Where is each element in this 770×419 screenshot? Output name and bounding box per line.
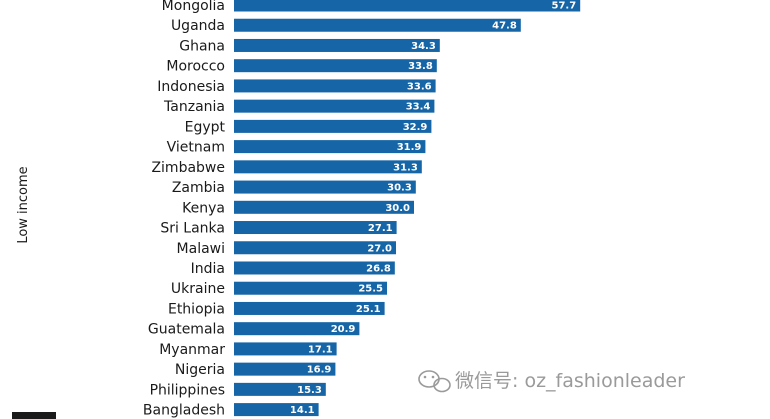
category-label-uganda: Uganda [171, 18, 225, 34]
value-label-guatemala: 20.9 [331, 324, 356, 335]
value-label-mongolia: 57.7 [552, 1, 577, 12]
bars-layer [234, 0, 581, 417]
category-label-ghana: Ghana [179, 38, 225, 54]
bar-bangladesh [234, 403, 319, 417]
category-label-zimbabwe: Zimbabwe [151, 160, 225, 176]
category-label-malawi: Malawi [177, 241, 225, 257]
bar-malawi [234, 241, 396, 255]
category-label-mongolia: Mongolia [162, 0, 225, 14]
value-label-ethiopia: 25.1 [356, 304, 381, 315]
bar-indonesia [234, 79, 436, 93]
bar-myanmar [234, 342, 337, 356]
value-label-zambia: 30.3 [387, 183, 412, 194]
value-label-kenya: 30.0 [385, 203, 410, 214]
bar-tanzania [234, 99, 435, 113]
value-label-uganda: 47.8 [492, 21, 517, 32]
bar-kenya [234, 200, 414, 214]
bar-ethiopia [234, 301, 385, 315]
category-label-zambia: Zambia [172, 180, 225, 196]
watermark-text: 微信号: oz_fashionleader [455, 370, 685, 392]
watermark: 微信号: oz_fashionleader [418, 370, 685, 393]
bar-ukraine [234, 281, 387, 295]
category-label-morocco: Morocco [166, 59, 225, 75]
value-label-sri-lanka: 27.1 [368, 223, 393, 234]
value-label-nigeria: 16.9 [307, 365, 332, 376]
category-label-sri-lanka: Sri Lanka [160, 221, 225, 237]
legend-swatch [12, 412, 56, 419]
category-label-ukraine: Ukraine [171, 281, 225, 297]
bar-zambia [234, 180, 416, 194]
labels-layer: 57.7 Mongolia 47.8 Uganda 34.3 Ghana 33.8 Moroc… [143, 0, 576, 419]
category-label-egypt: Egypt [185, 119, 226, 135]
category-label-guatemala: Guatemala [148, 322, 225, 338]
value-label-tanzania: 33.4 [406, 102, 431, 113]
bar-vietnam [234, 140, 426, 154]
group-axis-label: Low income [16, 166, 31, 243]
bar-nigeria [234, 362, 336, 376]
category-label-ethiopia: Ethiopia [168, 301, 225, 317]
category-label-indonesia: Indonesia [157, 79, 225, 95]
value-label-india: 26.8 [366, 263, 391, 274]
bar-egypt [234, 119, 432, 133]
category-label-nigeria: Nigeria [175, 362, 225, 378]
bar-zimbabwe [234, 160, 422, 174]
value-label-myanmar: 17.1 [308, 344, 333, 355]
value-label-indonesia: 33.6 [407, 81, 432, 92]
value-label-bangladesh: 14.1 [290, 405, 315, 416]
bar-philippines [234, 382, 326, 396]
value-label-egypt: 32.9 [403, 122, 428, 133]
value-label-malawi: 27.0 [367, 243, 392, 254]
wechat-icon [418, 370, 451, 393]
category-label-myanmar: Myanmar [159, 342, 225, 358]
value-label-morocco: 33.8 [408, 61, 433, 72]
bar-sri-lanka [234, 221, 397, 235]
category-label-india: India [191, 261, 225, 277]
bar-mongolia [234, 0, 581, 12]
bar-morocco [234, 59, 437, 73]
category-label-philippines: Philippines [150, 382, 225, 398]
category-label-kenya: Kenya [182, 200, 225, 216]
value-label-ghana: 34.3 [411, 41, 436, 52]
value-label-ukraine: 25.5 [358, 284, 383, 295]
bar-ghana [234, 38, 440, 52]
value-label-vietnam: 31.9 [397, 142, 422, 153]
category-label-vietnam: Vietnam [167, 140, 225, 156]
bar-uganda [234, 18, 521, 32]
value-label-philippines: 15.3 [297, 385, 322, 396]
bar-guatemala [234, 322, 360, 336]
value-label-zimbabwe: 31.3 [393, 162, 418, 173]
category-label-tanzania: Tanzania [163, 99, 225, 115]
category-label-bangladesh: Bangladesh [143, 403, 225, 419]
bar-india [234, 261, 395, 275]
